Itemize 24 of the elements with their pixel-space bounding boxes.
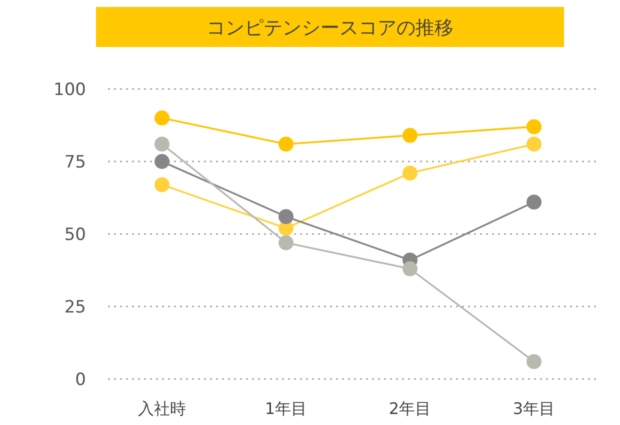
point (402, 166, 418, 181)
y-tick-label: 25 (64, 298, 86, 318)
point (526, 354, 542, 370)
y-tick-label: 100 (54, 80, 86, 100)
point (526, 194, 542, 210)
chart-title: コンピテンシースコアの推移 (206, 17, 454, 39)
point (154, 154, 170, 169)
x-tick-label: 2年目 (388, 399, 432, 418)
y-tick-label: 0 (75, 370, 86, 390)
point (154, 110, 170, 126)
y-tick-label: 50 (64, 225, 86, 245)
point (526, 136, 542, 152)
point (526, 119, 542, 134)
x-tick-label: 1年目 (264, 399, 308, 418)
x-tick-label: 入社時 (138, 399, 186, 418)
point (402, 261, 418, 276)
point (278, 235, 294, 250)
x-tick-label: 3年目 (512, 399, 556, 418)
point (154, 177, 170, 192)
point (278, 136, 294, 152)
point (402, 128, 418, 143)
point (154, 136, 170, 152)
point (278, 209, 294, 224)
y-tick-label: 75 (64, 152, 86, 172)
